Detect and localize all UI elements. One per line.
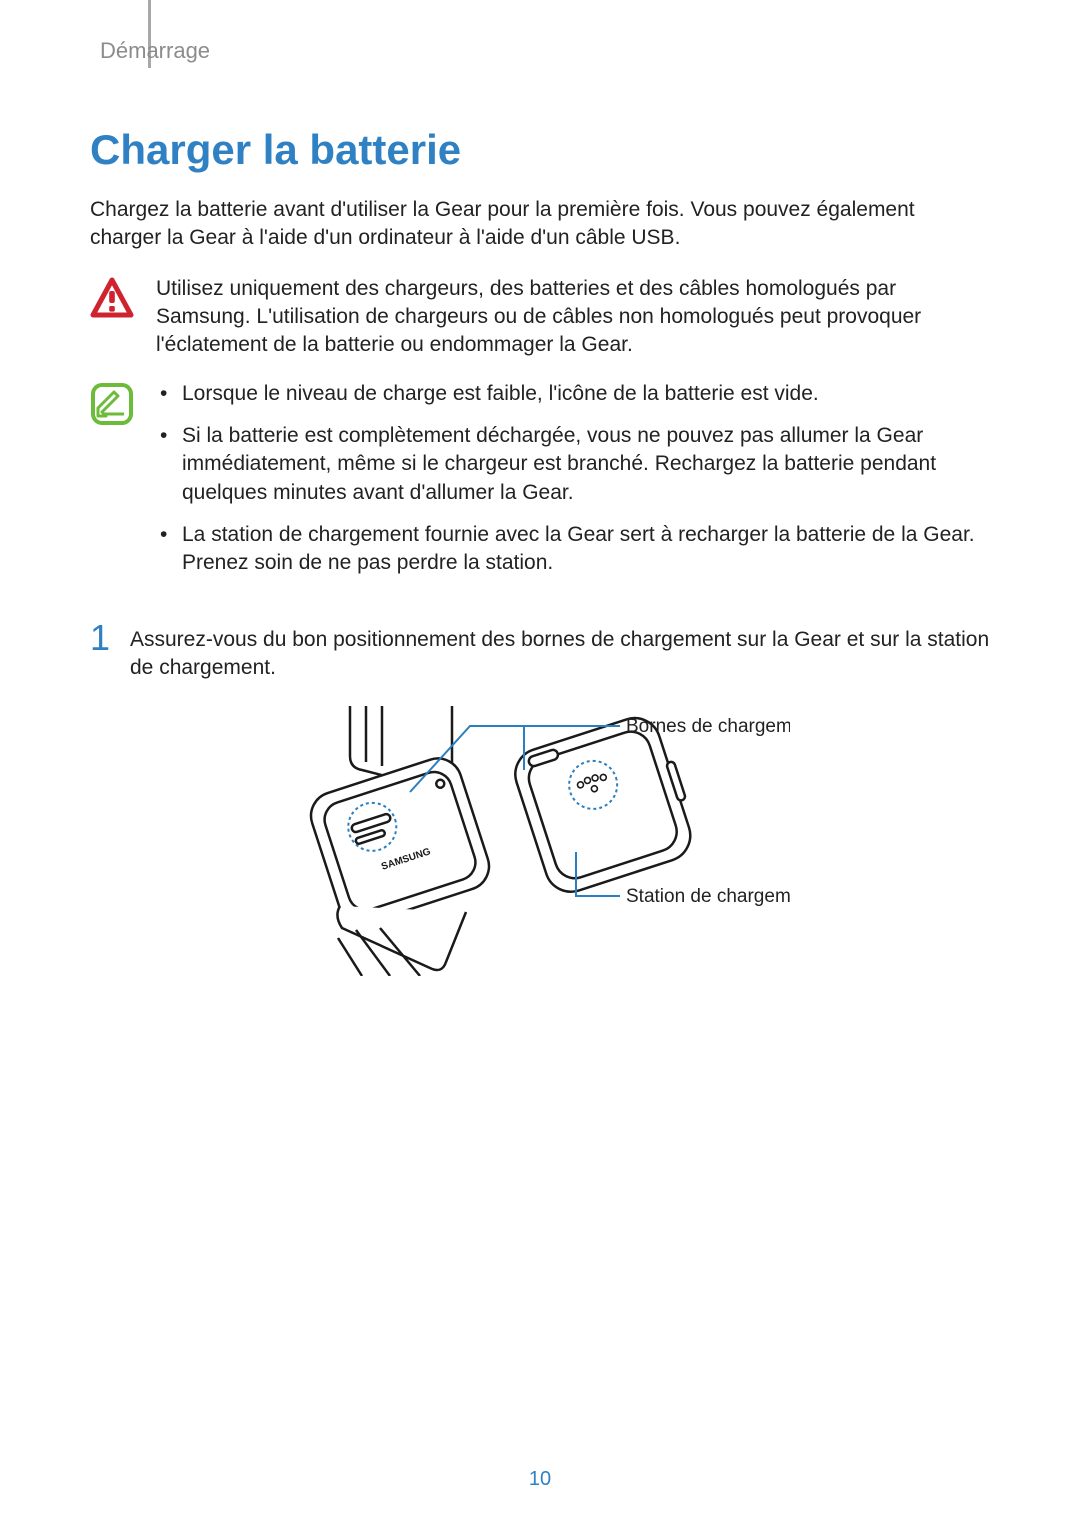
diagram-container: SAMSUNG [90, 706, 990, 976]
page-number: 10 [0, 1468, 1080, 1491]
warning-icon [90, 277, 134, 321]
step-text: Assurez-vous du bon positionnement des b… [130, 620, 990, 683]
page-title: Charger la batterie [90, 126, 990, 174]
diagram-label-top: Bornes de chargement [626, 716, 790, 737]
note-callout: Lorsque le niveau de charge est faible, … [90, 380, 990, 592]
page-root: Démarrage Charger la batterie Chargez la… [0, 0, 1080, 1527]
note-item: Lorsque le niveau de charge est faible, … [156, 380, 990, 408]
warning-callout: Utilisez uniquement des chargeurs, des b… [90, 275, 990, 360]
diagram-label-bottom: Station de chargement [626, 886, 790, 907]
content-area: Charger la batterie Chargez la batterie … [90, 126, 990, 976]
header-section-label: Démarrage [100, 38, 210, 64]
step-1: 1 Assurez-vous du bon positionnement des… [90, 620, 990, 683]
warning-text: Utilisez uniquement des chargeurs, des b… [156, 275, 990, 360]
charging-diagram: SAMSUNG [290, 706, 790, 976]
note-item: La station de chargement fournie avec la… [156, 521, 990, 578]
note-item: Si la batterie est complètement déchargé… [156, 422, 990, 507]
note-icon [90, 382, 134, 426]
note-body: Lorsque le niveau de charge est faible, … [156, 380, 990, 592]
intro-paragraph: Chargez la batterie avant d'utiliser la … [90, 196, 990, 253]
step-number: 1 [90, 620, 116, 656]
note-list: Lorsque le niveau de charge est faible, … [156, 380, 990, 578]
